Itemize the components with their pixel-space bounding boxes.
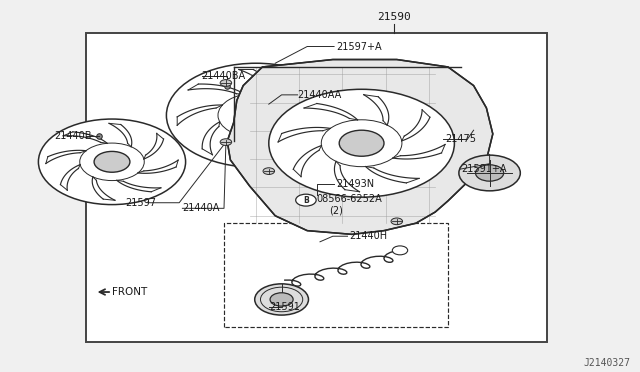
Text: 08566-6252A: 08566-6252A — [317, 194, 383, 204]
Text: 21440B: 21440B — [54, 131, 92, 141]
Circle shape — [220, 139, 232, 145]
Bar — [86, 33, 547, 342]
Text: 21440BA: 21440BA — [202, 71, 246, 81]
Text: 21597+A: 21597+A — [336, 42, 381, 51]
Text: 21591: 21591 — [269, 302, 300, 312]
Circle shape — [459, 155, 520, 191]
Text: J2140327: J2140327 — [584, 358, 630, 368]
Text: 21590: 21590 — [377, 12, 410, 22]
Circle shape — [270, 293, 293, 306]
Text: 21591+A: 21591+A — [461, 164, 506, 174]
Text: 21475: 21475 — [445, 135, 476, 144]
Circle shape — [255, 284, 308, 315]
Text: (2): (2) — [330, 205, 344, 215]
Polygon shape — [227, 60, 493, 234]
Text: 21440AA: 21440AA — [298, 90, 342, 100]
Text: FRONT: FRONT — [112, 287, 147, 297]
Circle shape — [476, 165, 504, 181]
Text: 21440H: 21440H — [349, 231, 387, 241]
Circle shape — [38, 119, 186, 205]
Circle shape — [269, 89, 454, 197]
Circle shape — [392, 246, 408, 255]
Circle shape — [94, 151, 130, 172]
Circle shape — [235, 103, 277, 128]
Circle shape — [391, 218, 403, 225]
Circle shape — [296, 194, 316, 206]
Circle shape — [339, 130, 384, 156]
Text: 21597: 21597 — [125, 198, 156, 208]
Circle shape — [220, 80, 232, 86]
Circle shape — [166, 63, 346, 167]
Text: B: B — [303, 196, 308, 205]
Text: 21493N: 21493N — [336, 179, 374, 189]
Circle shape — [263, 168, 275, 174]
Text: 21440A: 21440A — [182, 203, 220, 213]
